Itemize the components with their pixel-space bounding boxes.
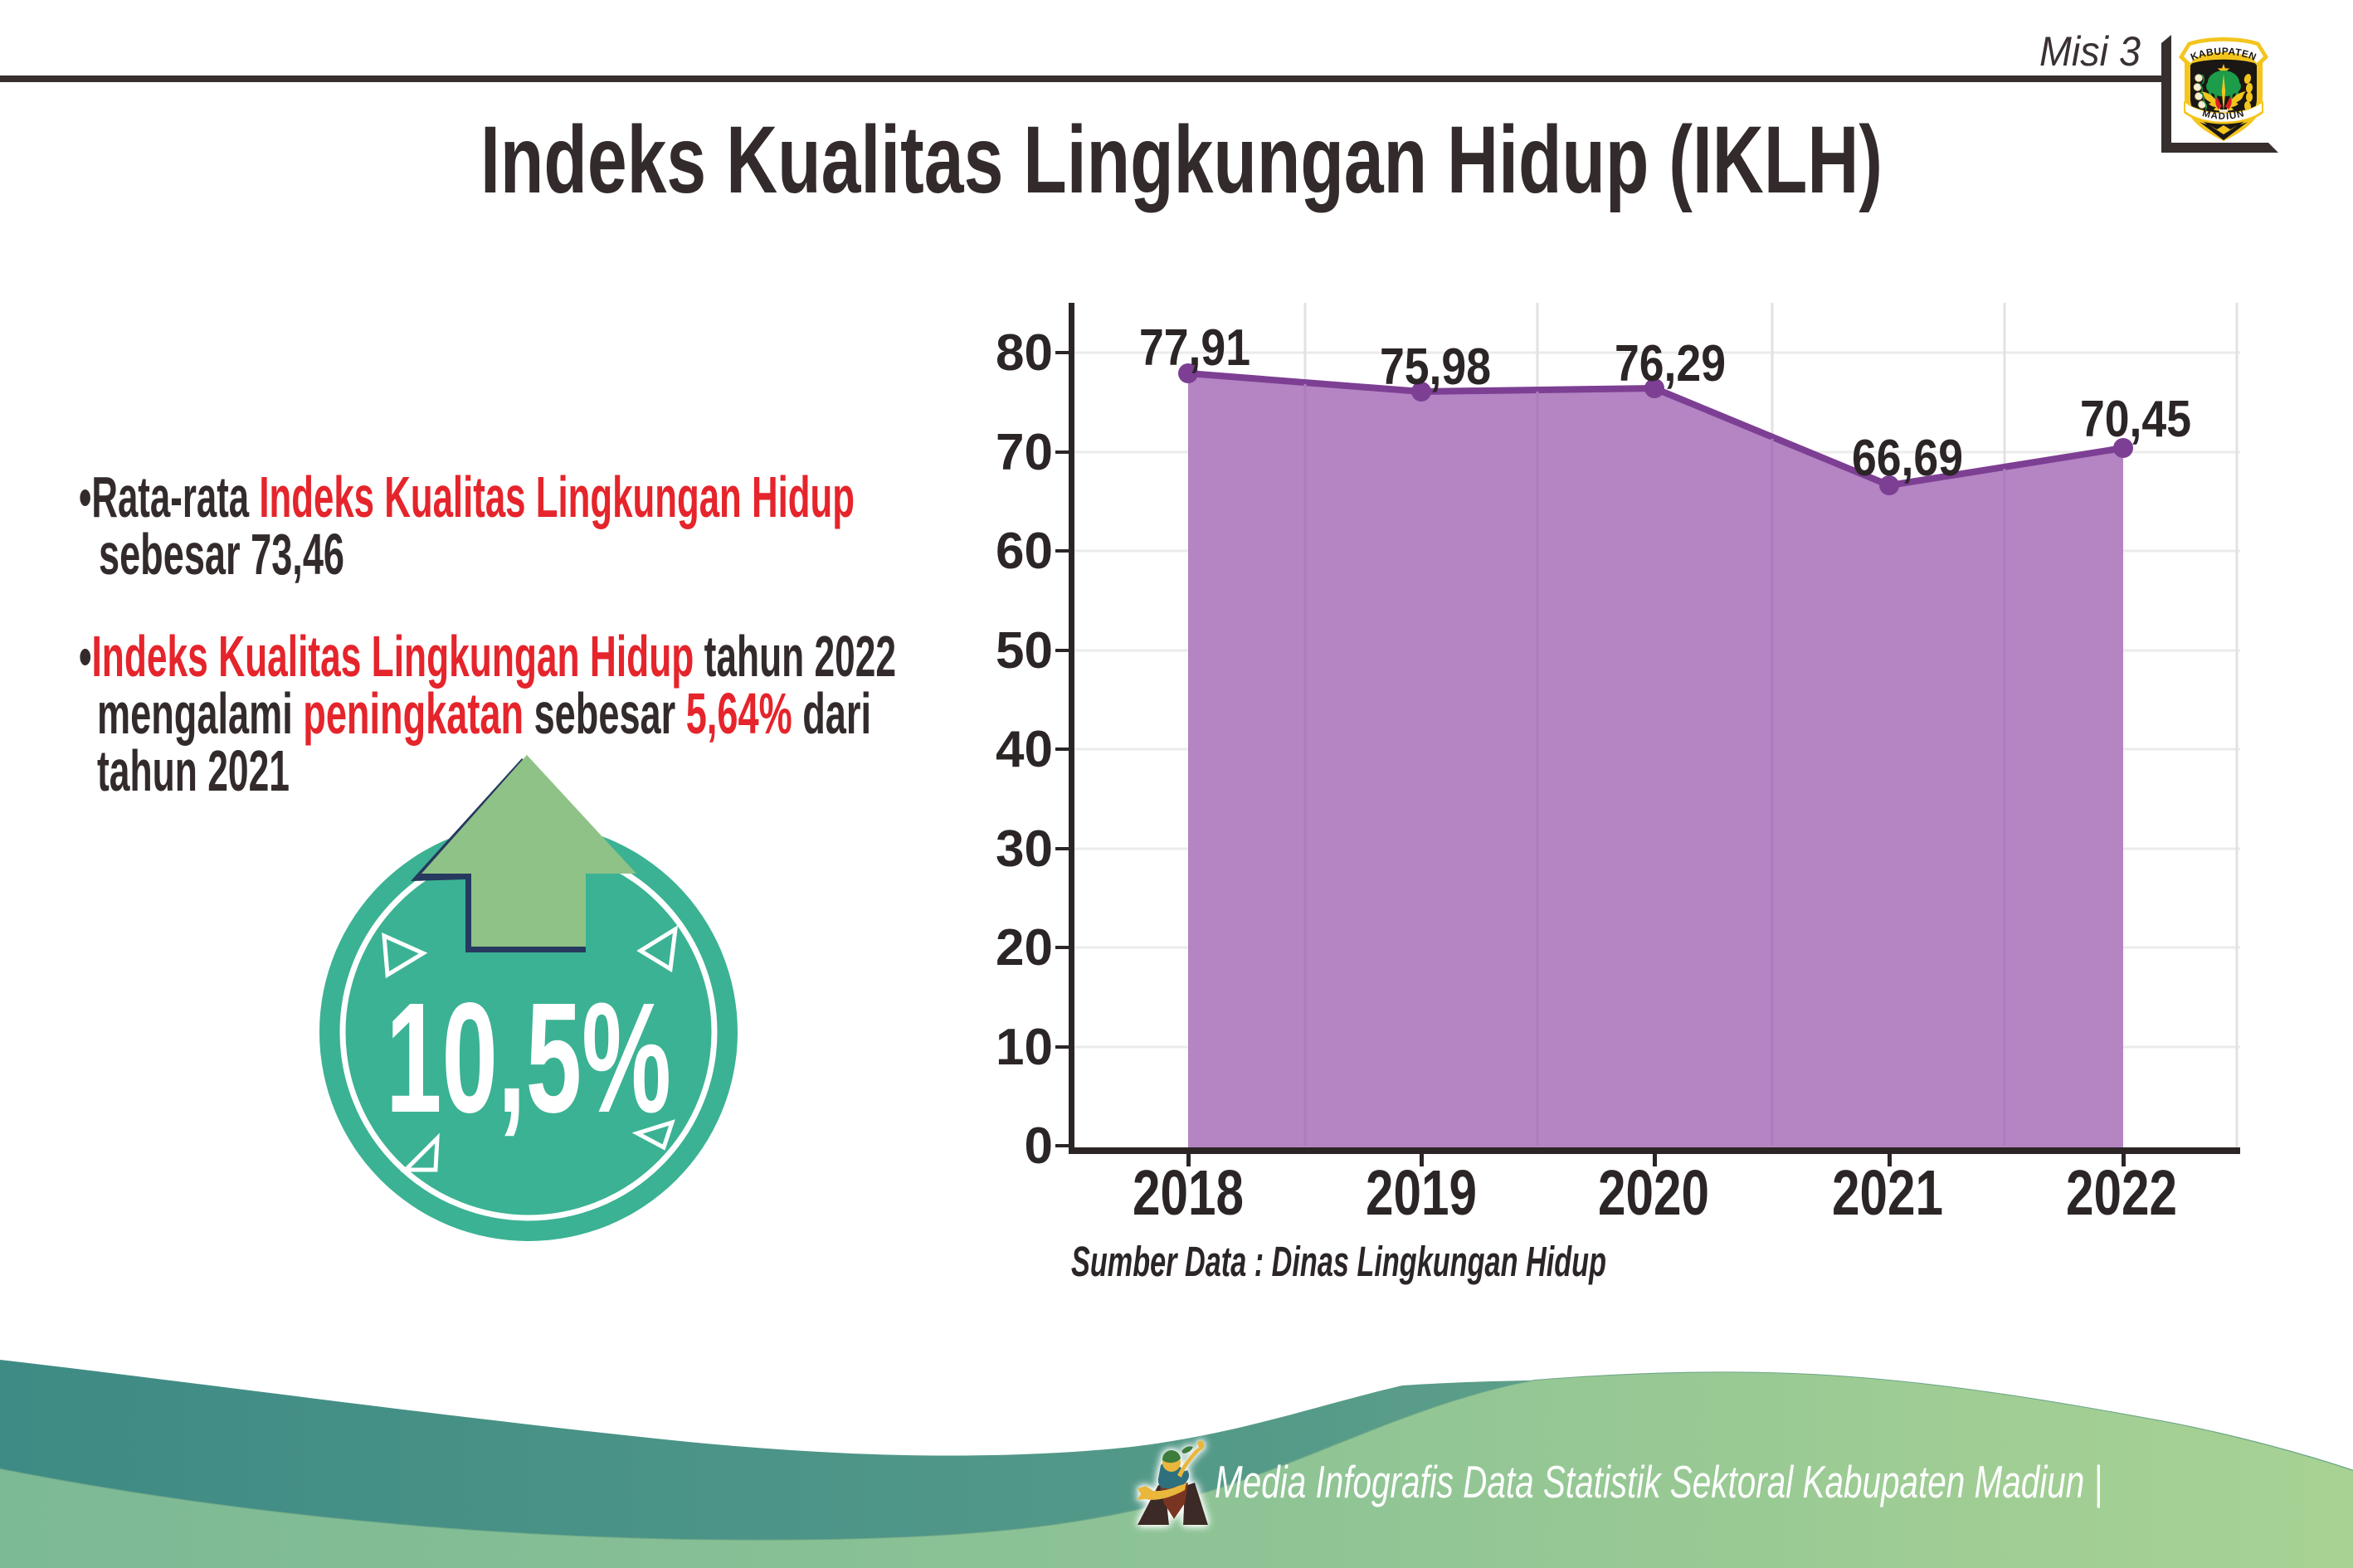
svg-text:2018: 2018: [1133, 1157, 1244, 1229]
svg-text:2022: 2022: [2066, 1157, 2177, 1229]
svg-text:Media Infografis Data Statisti: Media Infografis Data Statistik Sektoral…: [1215, 1456, 2102, 1508]
svg-text:2020: 2020: [1598, 1157, 1709, 1229]
svg-text:•Indeks Kualitas Lingkungan Hi: •Indeks Kualitas Lingkungan Hidup tahun …: [79, 624, 896, 689]
svg-text:40: 40: [996, 721, 1053, 778]
svg-text:10: 10: [996, 1019, 1053, 1076]
svg-text:75,98: 75,98: [1380, 338, 1491, 396]
svg-text:66,69: 66,69: [1852, 430, 1963, 487]
svg-text:Sumber Data : Dinas Lingkungan: Sumber Data : Dinas Lingkungan Hidup: [1071, 1238, 1606, 1285]
svg-text:KABUPATEN: KABUPATEN: [2189, 46, 2258, 63]
svg-text:10,5%: 10,5%: [386, 971, 671, 1146]
svg-text:sebesar 73,46: sebesar 73,46: [99, 522, 344, 587]
svg-text:77,91: 77,91: [1139, 319, 1250, 377]
svg-text:80: 80: [996, 324, 1053, 382]
svg-text:60: 60: [996, 523, 1053, 580]
svg-text:MADIUN: MADIUN: [2201, 109, 2246, 122]
svg-text:50: 50: [996, 622, 1053, 679]
svg-text:Misi 3: Misi 3: [2039, 28, 2141, 75]
svg-text:tahun 2021: tahun 2021: [97, 738, 290, 803]
svg-text:30: 30: [996, 821, 1053, 878]
svg-text:•Rata-rata Indeks Kualitas Lin: •Rata-rata Indeks Kualitas Lingkungan Hi…: [79, 465, 855, 529]
svg-text:2021: 2021: [1832, 1157, 1943, 1229]
svg-text:mengalami peningkatan sebesar: mengalami peningkatan sebesar 5,64% dari: [97, 681, 871, 746]
svg-text:76,29: 76,29: [1615, 335, 1726, 392]
svg-text:2019: 2019: [1366, 1157, 1477, 1229]
svg-text:70: 70: [996, 424, 1053, 481]
svg-text:70,45: 70,45: [2080, 391, 2191, 448]
svg-text:0: 0: [1025, 1118, 1053, 1175]
svg-text:20: 20: [996, 919, 1053, 976]
svg-text:Indeks Kualitas Lingkungan Hid: Indeks Kualitas Lingkungan Hidup (IKLH): [480, 107, 1883, 213]
